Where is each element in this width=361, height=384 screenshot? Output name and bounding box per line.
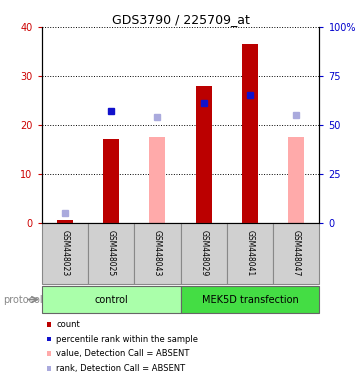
Bar xyxy=(42,223,88,284)
Text: GSM448025: GSM448025 xyxy=(106,230,116,276)
Bar xyxy=(88,223,134,284)
Bar xyxy=(42,286,180,313)
Text: count: count xyxy=(56,320,80,329)
Text: value, Detection Call = ABSENT: value, Detection Call = ABSENT xyxy=(56,349,190,358)
Bar xyxy=(103,139,119,223)
Bar xyxy=(196,86,212,223)
Bar xyxy=(57,220,73,223)
Bar xyxy=(134,223,180,284)
Text: GSM448023: GSM448023 xyxy=(60,230,69,276)
Text: GSM448041: GSM448041 xyxy=(245,230,255,276)
Title: GDS3790 / 225709_at: GDS3790 / 225709_at xyxy=(112,13,249,26)
Text: control: control xyxy=(94,295,128,305)
Text: MEK5D transfection: MEK5D transfection xyxy=(201,295,299,305)
Bar xyxy=(227,223,273,284)
Text: protocol: protocol xyxy=(4,295,43,305)
Bar xyxy=(180,286,319,313)
Text: GSM448029: GSM448029 xyxy=(199,230,208,276)
Bar xyxy=(273,223,319,284)
Bar xyxy=(288,137,304,223)
Bar xyxy=(242,44,258,223)
Bar xyxy=(149,137,165,223)
Text: GSM448047: GSM448047 xyxy=(292,230,301,276)
Text: rank, Detection Call = ABSENT: rank, Detection Call = ABSENT xyxy=(56,364,186,373)
Text: percentile rank within the sample: percentile rank within the sample xyxy=(56,334,199,344)
Text: GSM448043: GSM448043 xyxy=(153,230,162,276)
Bar xyxy=(180,223,227,284)
